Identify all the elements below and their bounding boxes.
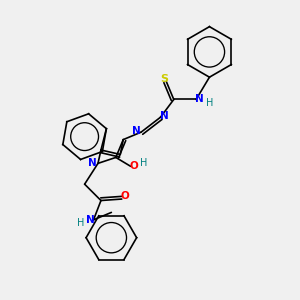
Text: O: O <box>120 191 129 201</box>
Text: H: H <box>140 158 148 168</box>
Text: N: N <box>86 215 95 225</box>
Text: N: N <box>160 111 169 121</box>
Text: H: H <box>77 218 85 228</box>
Text: H: H <box>206 98 213 108</box>
Text: N: N <box>195 94 204 104</box>
Text: S: S <box>160 74 168 84</box>
Text: N: N <box>132 126 141 136</box>
Text: O: O <box>130 161 139 171</box>
Text: N: N <box>88 158 97 168</box>
